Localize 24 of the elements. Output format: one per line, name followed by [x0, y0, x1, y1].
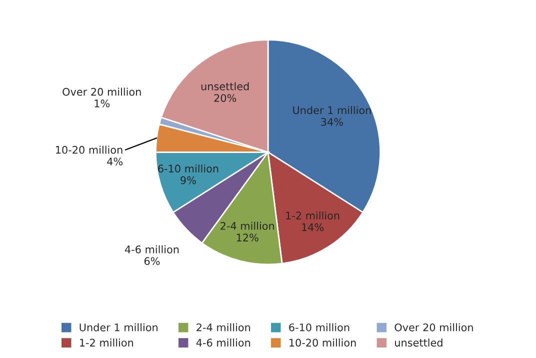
slice-label: 4-6 million: [124, 245, 179, 254]
data-label: 1%: [94, 100, 110, 108]
legend-label: 1-2 million: [80, 338, 134, 347]
data-label: 34%: [321, 118, 343, 126]
legend-label: 10-20 million: [290, 338, 356, 347]
data-label: 9%: [180, 176, 196, 184]
data-label: 4%: [107, 158, 123, 166]
data-label: 14%: [302, 223, 324, 232]
slice-label: Under 1 million: [293, 106, 371, 114]
data-label: 20%: [214, 94, 236, 102]
data-label: 6%: [144, 257, 160, 266]
slice-label: Over 20 million: [62, 88, 141, 96]
legend-label: Under 1 million: [80, 323, 158, 332]
legend-label: 4-6 million: [196, 338, 250, 347]
legend-label: unsettled: [395, 338, 442, 347]
slice-label: 6-10 million: [158, 164, 218, 173]
slice-label: 10-20 million: [56, 146, 122, 154]
legend-label: Over 20 million: [394, 323, 473, 332]
slice-label: 1-2 million: [286, 211, 340, 220]
slice-label: unsettled: [201, 82, 249, 90]
slice-label: 2-4 million: [220, 222, 274, 230]
legend-label: 2-4 million: [196, 323, 250, 332]
legend-label: 6-10 million: [289, 323, 350, 332]
data-label: 12%: [236, 234, 258, 242]
